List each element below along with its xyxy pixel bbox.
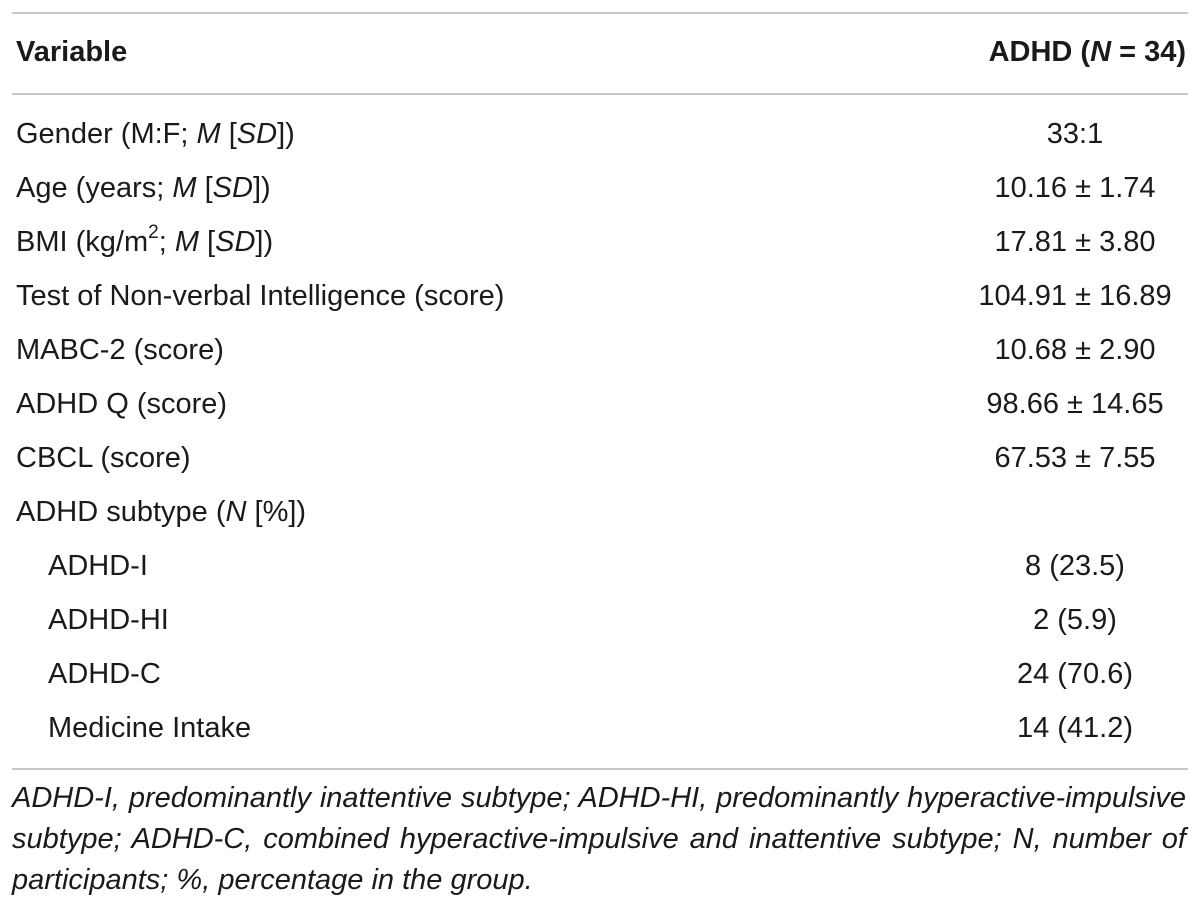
- row-label: Test of Non-verbal Intelligence (score): [16, 280, 505, 312]
- table-row: ADHD subtype (N [%]): [0, 485, 1200, 539]
- row-value: 10.16 ± 1.74: [994, 172, 1156, 204]
- table-row: BMI (kg/m2; M [SD]) 17.81 ± 3.80: [0, 215, 1200, 269]
- table-row: ADHD-HI 2 (5.9): [0, 593, 1200, 647]
- top-rule: [12, 12, 1188, 14]
- table-row: Gender (M:F; M [SD]) 33:1: [0, 107, 1200, 161]
- row-label: ADHD Q (score): [16, 388, 228, 420]
- row-value: 98.66 ± 14.65: [986, 388, 1164, 420]
- row-value: 67.53 ± 7.55: [994, 442, 1156, 474]
- header-group-n-symbol: N: [1090, 36, 1112, 68]
- row-value: 17.81 ± 3.80: [994, 226, 1156, 258]
- header-group-prefix: ADHD (: [988, 36, 1091, 68]
- table-row: ADHD-I 8 (23.5): [0, 539, 1200, 593]
- header-rule: [12, 93, 1188, 95]
- row-value: 10.68 ± 2.90: [994, 334, 1156, 366]
- row-label: ADHD-HI: [48, 604, 169, 636]
- row-value: 33:1: [1046, 118, 1104, 150]
- row-label: CBCL (score): [16, 442, 191, 474]
- row-value: 2 (5.9): [1033, 604, 1117, 636]
- bottom-rule: [12, 768, 1188, 770]
- table-row: ADHD Q (score) 98.66 ± 14.65: [0, 377, 1200, 431]
- header-group: ADHD (N = 34): [989, 25, 1186, 79]
- table-row: ADHD-C 24 (70.6): [0, 647, 1200, 701]
- row-label: MABC-2 (score): [16, 334, 224, 366]
- row-label: ADHD-C: [48, 658, 161, 690]
- header-group-suffix: = 34): [1111, 36, 1186, 68]
- row-value: 14 (41.2): [1016, 712, 1134, 744]
- table-row: MABC-2 (score) 10.68 ± 2.90: [0, 323, 1200, 377]
- table-row: Medicine Intake 14 (41.2): [0, 701, 1200, 755]
- table-row: Test of Non-verbal Intelligence (score) 1…: [0, 269, 1200, 323]
- table-footnote: ADHD-I, predominantly inattentive subtyp…: [12, 782, 1186, 896]
- row-label: ADHD subtype (N [%]): [16, 496, 307, 528]
- row-label: Gender (M:F; M [SD]): [16, 118, 295, 150]
- table-header-row: Variable ADHD (N = 34): [0, 25, 1200, 79]
- row-value: 24 (70.6): [1016, 658, 1134, 690]
- row-label: Medicine Intake: [48, 712, 252, 744]
- row-label: ADHD-I: [48, 550, 148, 582]
- row-label: Age (years; M [SD]): [16, 172, 271, 204]
- row-value: 104.91 ± 16.89: [978, 280, 1172, 312]
- row-value: [910, 485, 1200, 539]
- header-variable: Variable: [16, 36, 128, 68]
- table-row: Age (years; M [SD]) 10.16 ± 1.74: [0, 161, 1200, 215]
- row-value: 8 (23.5): [1025, 550, 1125, 582]
- row-label: BMI (kg/m2; M [SD]): [16, 222, 274, 258]
- table-row: CBCL (score) 67.53 ± 7.55: [0, 431, 1200, 485]
